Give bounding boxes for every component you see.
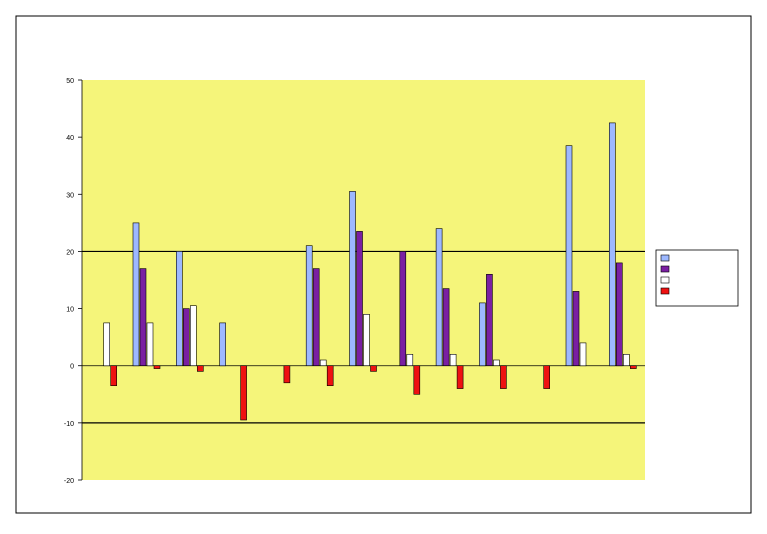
- legend-swatch: [660, 287, 670, 295]
- bar: [153, 365, 161, 369]
- bar: [449, 353, 457, 366]
- bar: [406, 353, 414, 366]
- legend-swatch: [660, 265, 670, 273]
- bar: [319, 359, 327, 366]
- bar: [139, 268, 147, 367]
- legend-swatch: [660, 276, 670, 284]
- bar: [312, 268, 320, 367]
- bar: [565, 145, 573, 366]
- bar: [356, 231, 363, 366]
- bar: [305, 245, 313, 366]
- bar: [479, 302, 486, 367]
- bars-group: [103, 122, 637, 421]
- bar: [435, 228, 443, 367]
- bar: [349, 191, 356, 366]
- bar: [493, 359, 500, 366]
- bar: [442, 288, 450, 367]
- y-tick-label: 20: [66, 249, 74, 256]
- bar: [399, 251, 407, 366]
- y-tick-label: -10: [64, 421, 74, 428]
- bar: [608, 122, 616, 367]
- legend-swatch: [660, 254, 670, 262]
- y-tick-label: -20: [64, 478, 74, 485]
- bar: [456, 365, 464, 389]
- bar: [132, 222, 140, 367]
- y-tick-label: 0: [70, 364, 74, 371]
- bar: [572, 291, 580, 366]
- bar: [219, 322, 226, 367]
- bar: [500, 365, 507, 389]
- bar: [629, 365, 637, 369]
- y-tick-label: 50: [66, 78, 74, 85]
- y-tick-label: 10: [66, 307, 74, 314]
- bar: [190, 305, 197, 367]
- bar: [240, 365, 247, 421]
- bar: [197, 365, 204, 372]
- bar: [486, 273, 493, 366]
- bar: [103, 322, 110, 367]
- bar: [110, 365, 117, 387]
- bar: [146, 322, 154, 367]
- y-axis: -20 -10 0 10 20 30 40 50: [64, 78, 82, 485]
- bar: [543, 365, 551, 389]
- bar: [622, 353, 630, 366]
- bar: [579, 342, 587, 367]
- bar: [413, 365, 421, 395]
- y-tick-label: 30: [66, 192, 74, 199]
- bar: [370, 365, 377, 372]
- bar: [183, 308, 190, 367]
- bar: [363, 313, 370, 366]
- legend-box: [655, 249, 739, 307]
- bar: [283, 365, 291, 384]
- legend: [655, 249, 739, 307]
- bar: [615, 262, 623, 367]
- plot-area: [82, 80, 645, 480]
- bar: [176, 251, 183, 366]
- bar: [326, 365, 334, 387]
- y-tick-label: 40: [66, 135, 74, 142]
